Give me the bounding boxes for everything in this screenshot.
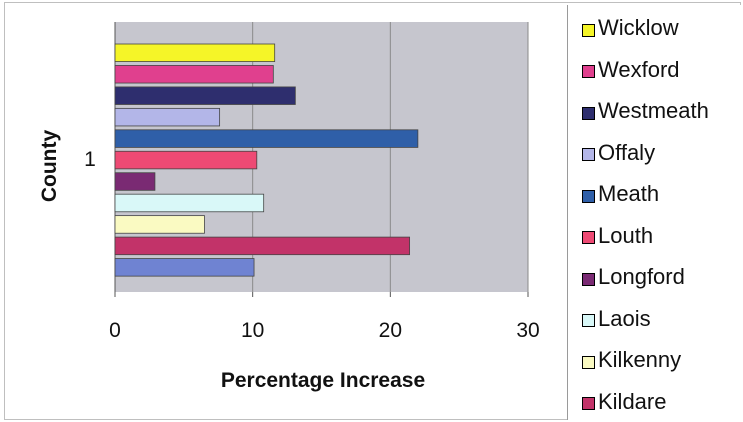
legend-swatch xyxy=(582,65,595,78)
legend: Wicklow Wexford Westmeath Offaly Meath Louth L… xyxy=(567,5,742,420)
legend-swatch xyxy=(582,23,595,37)
bar-longford xyxy=(114,172,156,191)
bar-unlabeled xyxy=(114,258,255,277)
legend-item-offaly: Offaly xyxy=(568,138,655,168)
bar-wicklow xyxy=(114,43,276,62)
legend-item-kilkenny: Kilkenny xyxy=(568,345,681,375)
x-tick-label: 10 xyxy=(241,319,264,342)
x-tick-label: 30 xyxy=(516,319,539,342)
legend-swatch xyxy=(582,106,595,120)
bar-laois xyxy=(114,193,265,213)
bar-westmeath xyxy=(114,86,296,105)
legend-item-longford: Longford xyxy=(568,262,685,292)
legend-item-wicklow: Wicklow xyxy=(568,13,679,43)
legend-swatch xyxy=(582,272,595,286)
bars xyxy=(114,43,419,277)
legend-label: Offaly xyxy=(598,139,656,165)
legend-item-meath: Meath xyxy=(568,179,659,209)
bar-kilkenny xyxy=(114,215,205,234)
legend-label: Westmeath xyxy=(598,98,709,123)
x-tick-label: 0 xyxy=(109,319,121,342)
bar-louth xyxy=(114,150,258,170)
bar-wexford xyxy=(114,65,274,84)
y-category-label: 1 xyxy=(84,148,96,171)
legend-swatch xyxy=(582,355,595,369)
legend-item-westmeath: Westmeath xyxy=(568,96,709,126)
legend-item-louth: Louth xyxy=(568,221,653,251)
legend-label: Kilkenny xyxy=(598,347,682,372)
legend-item-wexford: Wexford xyxy=(568,55,680,85)
legend-swatch xyxy=(582,189,595,203)
bar-kildare xyxy=(114,236,411,256)
legend-swatch xyxy=(582,314,595,327)
legend-label: Meath xyxy=(598,181,660,206)
legend-label: Wexford xyxy=(598,56,680,82)
legend-swatch xyxy=(582,231,595,244)
legend-item-kildare: Kildare xyxy=(568,387,666,417)
legend-label: Wicklow xyxy=(598,15,679,40)
legend-item-laois: Laois xyxy=(568,304,651,334)
legend-label: Longford xyxy=(598,264,685,289)
legend-label: Louth xyxy=(598,222,654,248)
bar-meath xyxy=(114,129,419,148)
legend-label: Laois xyxy=(598,305,651,331)
bar-offaly xyxy=(114,107,221,127)
x-axis-title: Percentage Increase xyxy=(221,369,425,392)
x-tick-label: 20 xyxy=(379,319,402,342)
legend-label: Kildare xyxy=(598,388,667,414)
legend-swatch xyxy=(582,148,595,161)
x-axis-ticks: 0 10 20 30 xyxy=(109,292,540,342)
legend-swatch xyxy=(582,397,595,410)
y-axis-title: County xyxy=(38,130,61,203)
